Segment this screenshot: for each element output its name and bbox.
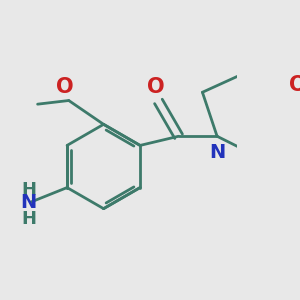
Text: H: H xyxy=(21,210,36,228)
Text: N: N xyxy=(209,143,225,162)
Text: O: O xyxy=(147,77,164,97)
Text: O: O xyxy=(56,77,74,97)
Text: N: N xyxy=(20,193,37,212)
Text: H: H xyxy=(21,181,36,199)
Text: O: O xyxy=(289,75,300,95)
